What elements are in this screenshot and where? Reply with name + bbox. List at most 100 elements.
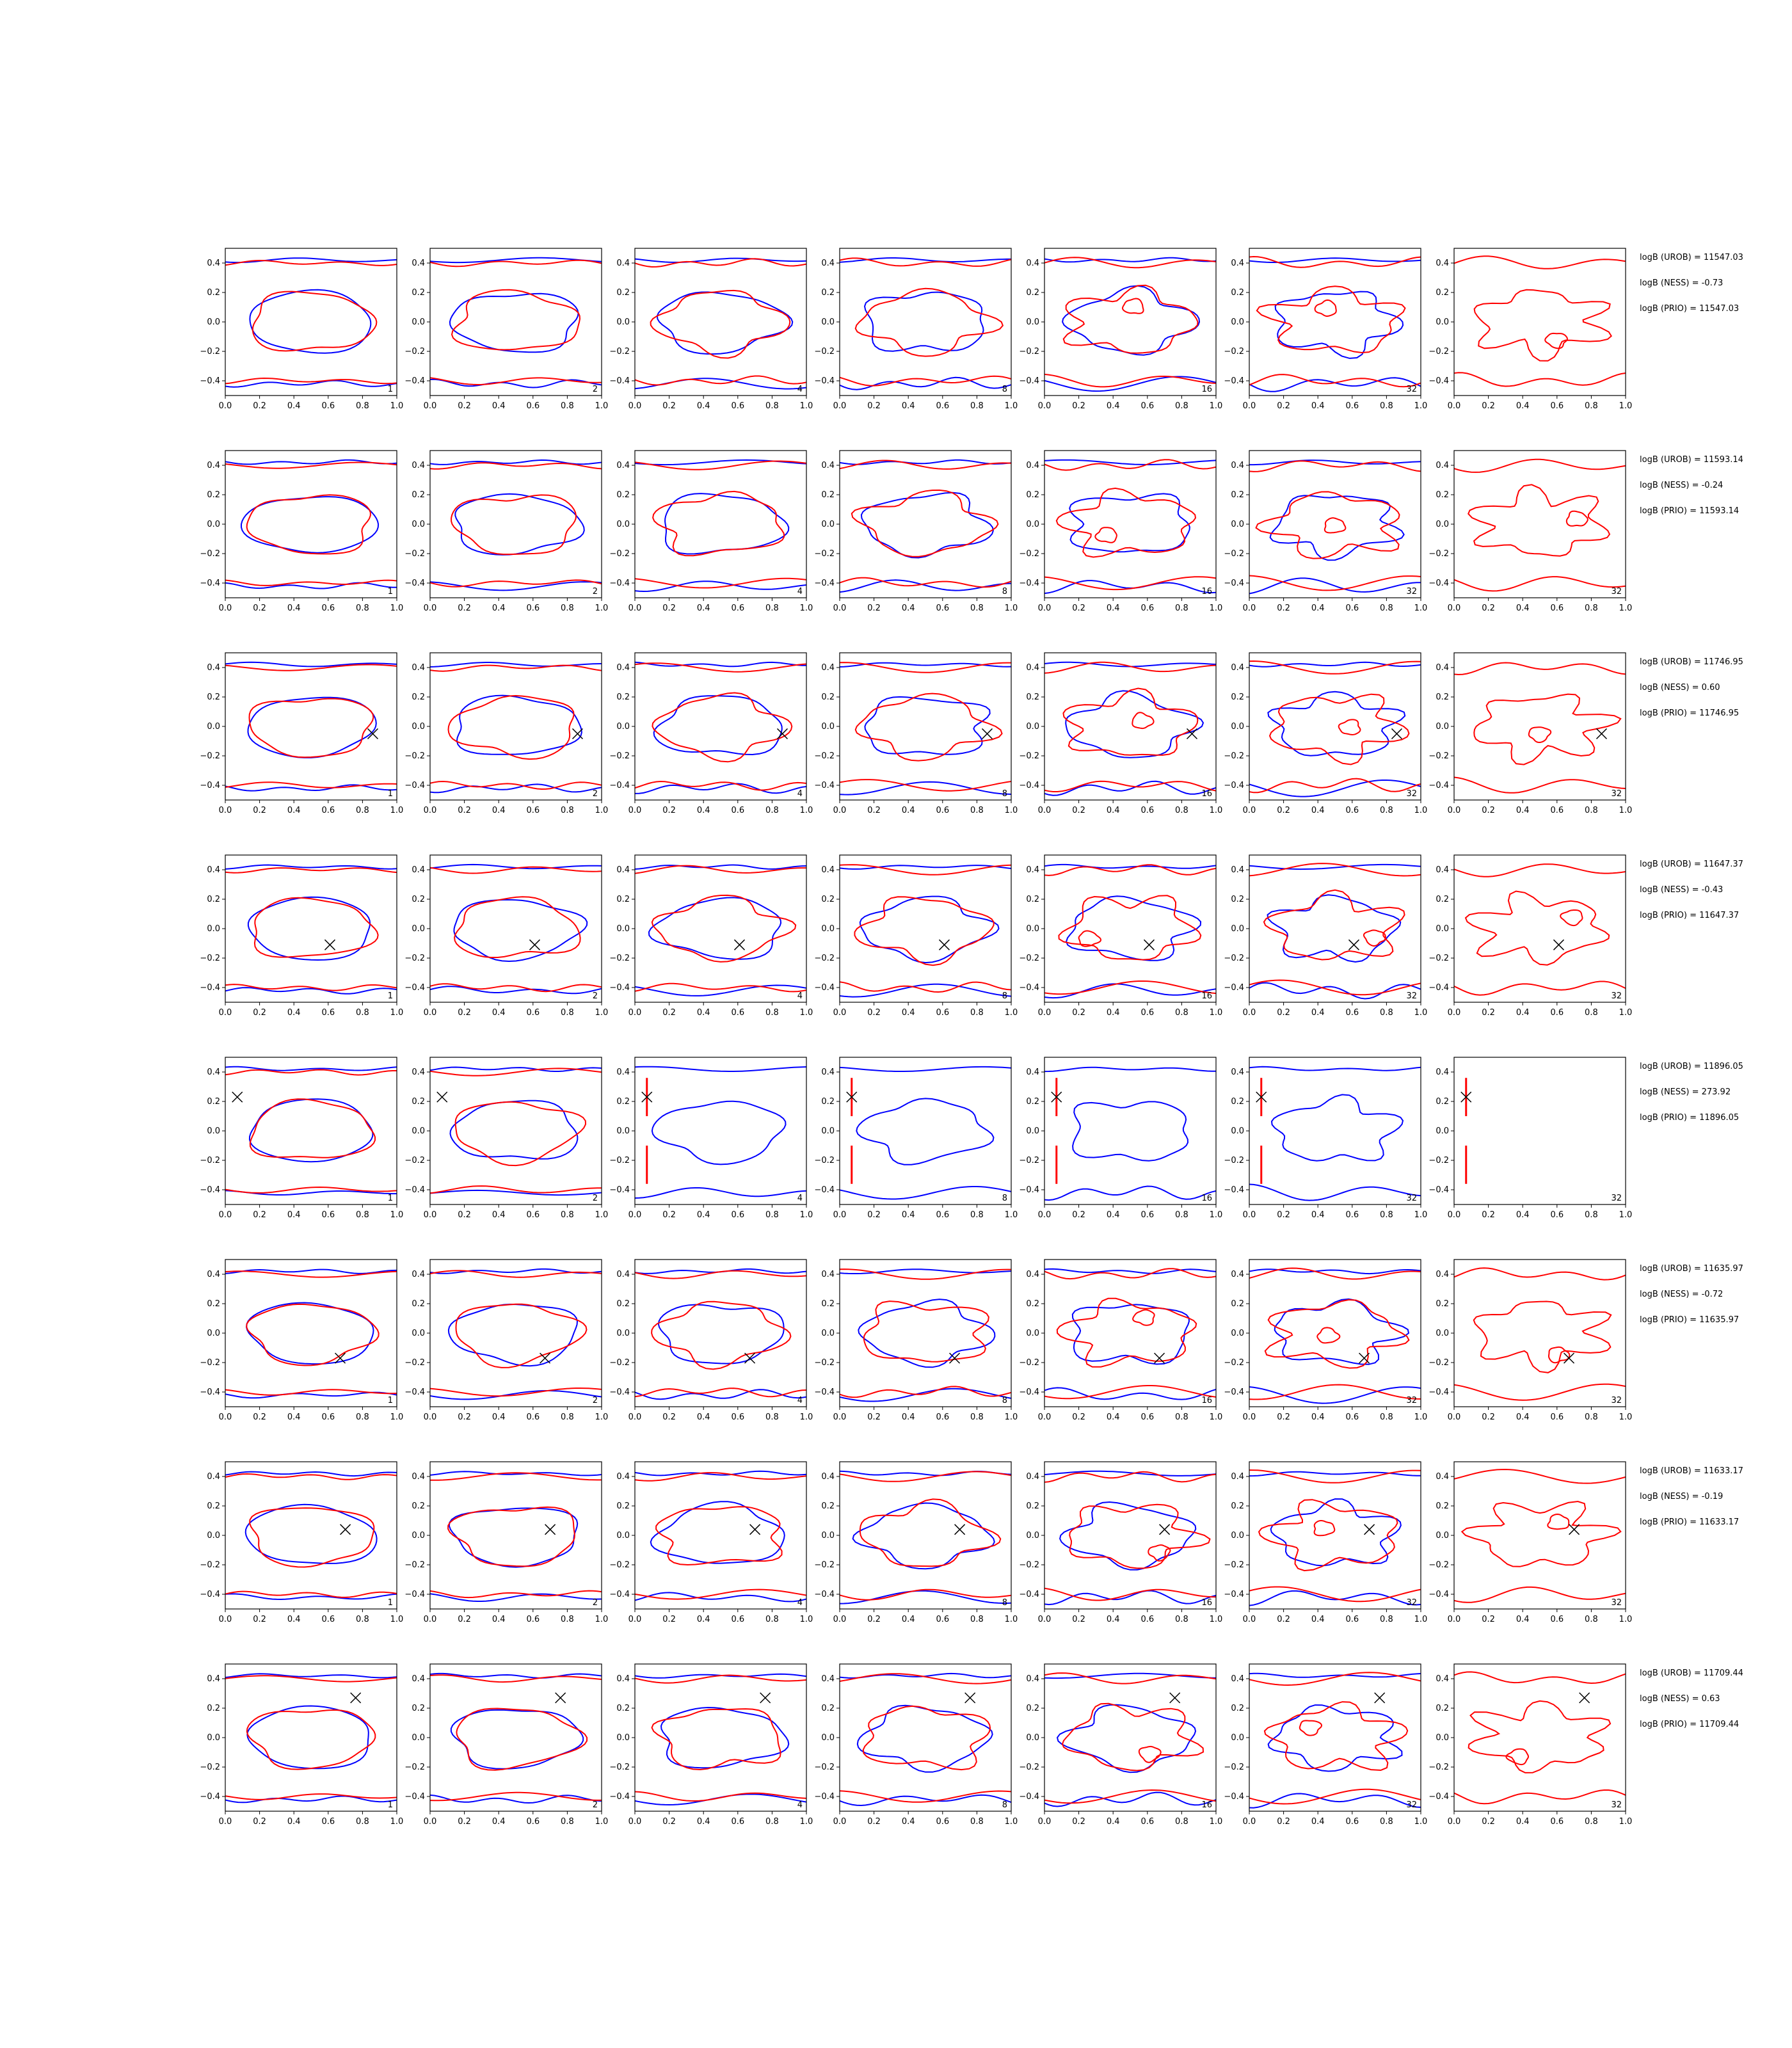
contour-lines	[1454, 662, 1626, 794]
x-tick-label: 0.0	[424, 806, 437, 815]
y-tick-label: 0.4	[1436, 663, 1449, 673]
contour-b-bottom	[840, 981, 1011, 993]
contour-lines	[430, 1471, 602, 1602]
contour-lines	[1454, 255, 1626, 387]
panel-label: 4	[797, 385, 803, 394]
contour-lines	[840, 459, 1011, 593]
y-tick-label: 0.0	[1436, 1733, 1449, 1743]
x-tick-label: 0.4	[697, 806, 710, 815]
x-tick-label: 0.6	[1550, 1210, 1564, 1220]
x-tick-label: 1.0	[1005, 1008, 1018, 1018]
x-tick-label: 0.2	[1072, 401, 1085, 411]
x-marker	[555, 1692, 566, 1704]
x-tick-label: 0.2	[1482, 1817, 1495, 1827]
x-tick-label: 0.8	[765, 1412, 779, 1422]
contour-b-top	[840, 1268, 1011, 1280]
y-tick-label: 0.0	[1231, 317, 1244, 327]
panel-r3-c4: 0.4 0.2 0.0 −0.2 −0.4 0.0 0.2 0.4 0.6 0.8 1.0 8	[814, 652, 1018, 815]
contour-b-top	[1454, 1468, 1626, 1484]
x-tick-label: 0.0	[1038, 1615, 1052, 1624]
contour-lines	[1044, 1268, 1216, 1400]
contour-a-inner	[660, 1706, 790, 1769]
panel-r6-c7: 0.4 0.2 0.0 −0.2 −0.4 0.0 0.2 0.4 0.6 0.8 1.0 32	[1428, 1259, 1632, 1422]
contour-b-bottom	[635, 1588, 806, 1600]
x-tick-label: 0.2	[1482, 1210, 1495, 1220]
y-tick-label: 0.2	[821, 1501, 835, 1511]
y-tick-label: 0.2	[616, 1501, 630, 1511]
x-marker	[1359, 1352, 1370, 1364]
x-tick-label: 0.6	[526, 1817, 540, 1827]
contour-a-inner	[450, 1709, 584, 1770]
x-tick-label: 0.4	[287, 1615, 301, 1624]
y-tick-label: −0.2	[814, 549, 835, 559]
x-tick-label: 0.2	[458, 806, 471, 815]
axes-frame	[1044, 450, 1217, 598]
y-tick-label: 0.4	[1026, 1674, 1039, 1684]
x-tick-label: 1.0	[595, 1412, 609, 1422]
panel-label: 8	[1002, 1800, 1007, 1810]
contour-a-top	[635, 1470, 806, 1476]
x-tick-label: 0.2	[1072, 1008, 1085, 1018]
panel-label: 16	[1201, 1800, 1212, 1810]
x-tick-label: 0.4	[1107, 806, 1120, 815]
contour-b-top	[1454, 1267, 1626, 1281]
y-tick-label: 0.2	[1436, 895, 1449, 904]
x-tick-label: 0.8	[765, 1008, 779, 1018]
x-tick-label: 0.4	[1107, 604, 1120, 613]
x-tick-label: 0.4	[1107, 401, 1120, 411]
y-tick-label: 0.2	[1436, 1704, 1449, 1713]
x-tick-label: 1.0	[1005, 1412, 1018, 1422]
panel-r5-c5: 0.4 0.2 0.0 −0.2 −0.4 0.0 0.2 0.4 0.6 0.8 1.0 16	[1019, 1057, 1222, 1220]
contour-a-bottom	[635, 1187, 806, 1199]
y-tick-label: 0.0	[207, 1531, 220, 1540]
row-stats-4: logB (UROB) = 11647.37 logB (NESS) = -0.4…	[1640, 860, 1743, 920]
panel-label: 16	[1201, 789, 1212, 799]
stat-line: logB (NESS) = -0.72	[1640, 1290, 1723, 1299]
x-tick-label: 0.6	[1345, 1412, 1359, 1422]
y-tick-label: −0.4	[814, 579, 835, 588]
contour-b-inner	[859, 1498, 1002, 1567]
y-tick-label: −0.4	[1019, 1792, 1039, 1802]
x-tick-label: 0.8	[1380, 1817, 1393, 1827]
x-marker	[1169, 1692, 1181, 1704]
contour-b-top	[635, 1472, 806, 1482]
y-tick-label: 0.2	[616, 895, 630, 904]
x-tick-label: 0.2	[253, 401, 266, 411]
contour-b-bottom	[1454, 1383, 1626, 1401]
contour-b-inner	[863, 1300, 989, 1363]
x-tick-label: 1.0	[1414, 1817, 1428, 1827]
x-tick-label: 0.8	[765, 806, 779, 815]
contour-b-island	[1299, 1720, 1323, 1736]
y-tick-label: −0.4	[609, 983, 630, 993]
panel-label: 4	[797, 789, 803, 799]
x-tick-label: 0.6	[526, 1210, 540, 1220]
x-tick-label: 0.0	[1448, 1210, 1461, 1220]
x-tick-label: 1.0	[800, 604, 813, 613]
y-tick-label: −0.4	[1224, 376, 1244, 386]
contour-lines	[1249, 1672, 1421, 1809]
x-tick-label: 1.0	[1210, 1615, 1223, 1624]
axes-frame	[839, 1663, 1012, 1812]
y-tick-label: −0.4	[609, 1388, 630, 1397]
y-tick-label: 0.4	[207, 461, 220, 470]
contour-a-inner	[856, 1098, 995, 1165]
x-tick-label: 0.6	[1345, 1008, 1359, 1018]
contour-b-inner	[1473, 1300, 1612, 1373]
contour-b-top	[430, 462, 602, 470]
y-tick-label: 0.0	[207, 1126, 220, 1136]
x-tick-label: 1.0	[1414, 1615, 1428, 1624]
contour-a-bottom	[635, 580, 806, 593]
x-tick-label: 0.8	[356, 1008, 369, 1018]
x-tick-label: 0.4	[1516, 806, 1530, 815]
x-tick-label: 0.4	[287, 806, 301, 815]
y-tick-label: −0.2	[609, 1156, 630, 1165]
y-tick-label: −0.2	[609, 751, 630, 761]
contour-lines	[430, 1268, 602, 1400]
x-tick-label: 0.4	[492, 401, 506, 411]
y-tick-label: 0.0	[1231, 924, 1244, 934]
x-tick-label: 0.6	[1345, 1210, 1359, 1220]
x-tick-label: 0.4	[1311, 401, 1325, 411]
y-tick-label: −0.4	[1224, 1185, 1244, 1195]
y-tick-label: 0.0	[1026, 1733, 1039, 1743]
contour-lines	[225, 1268, 397, 1399]
